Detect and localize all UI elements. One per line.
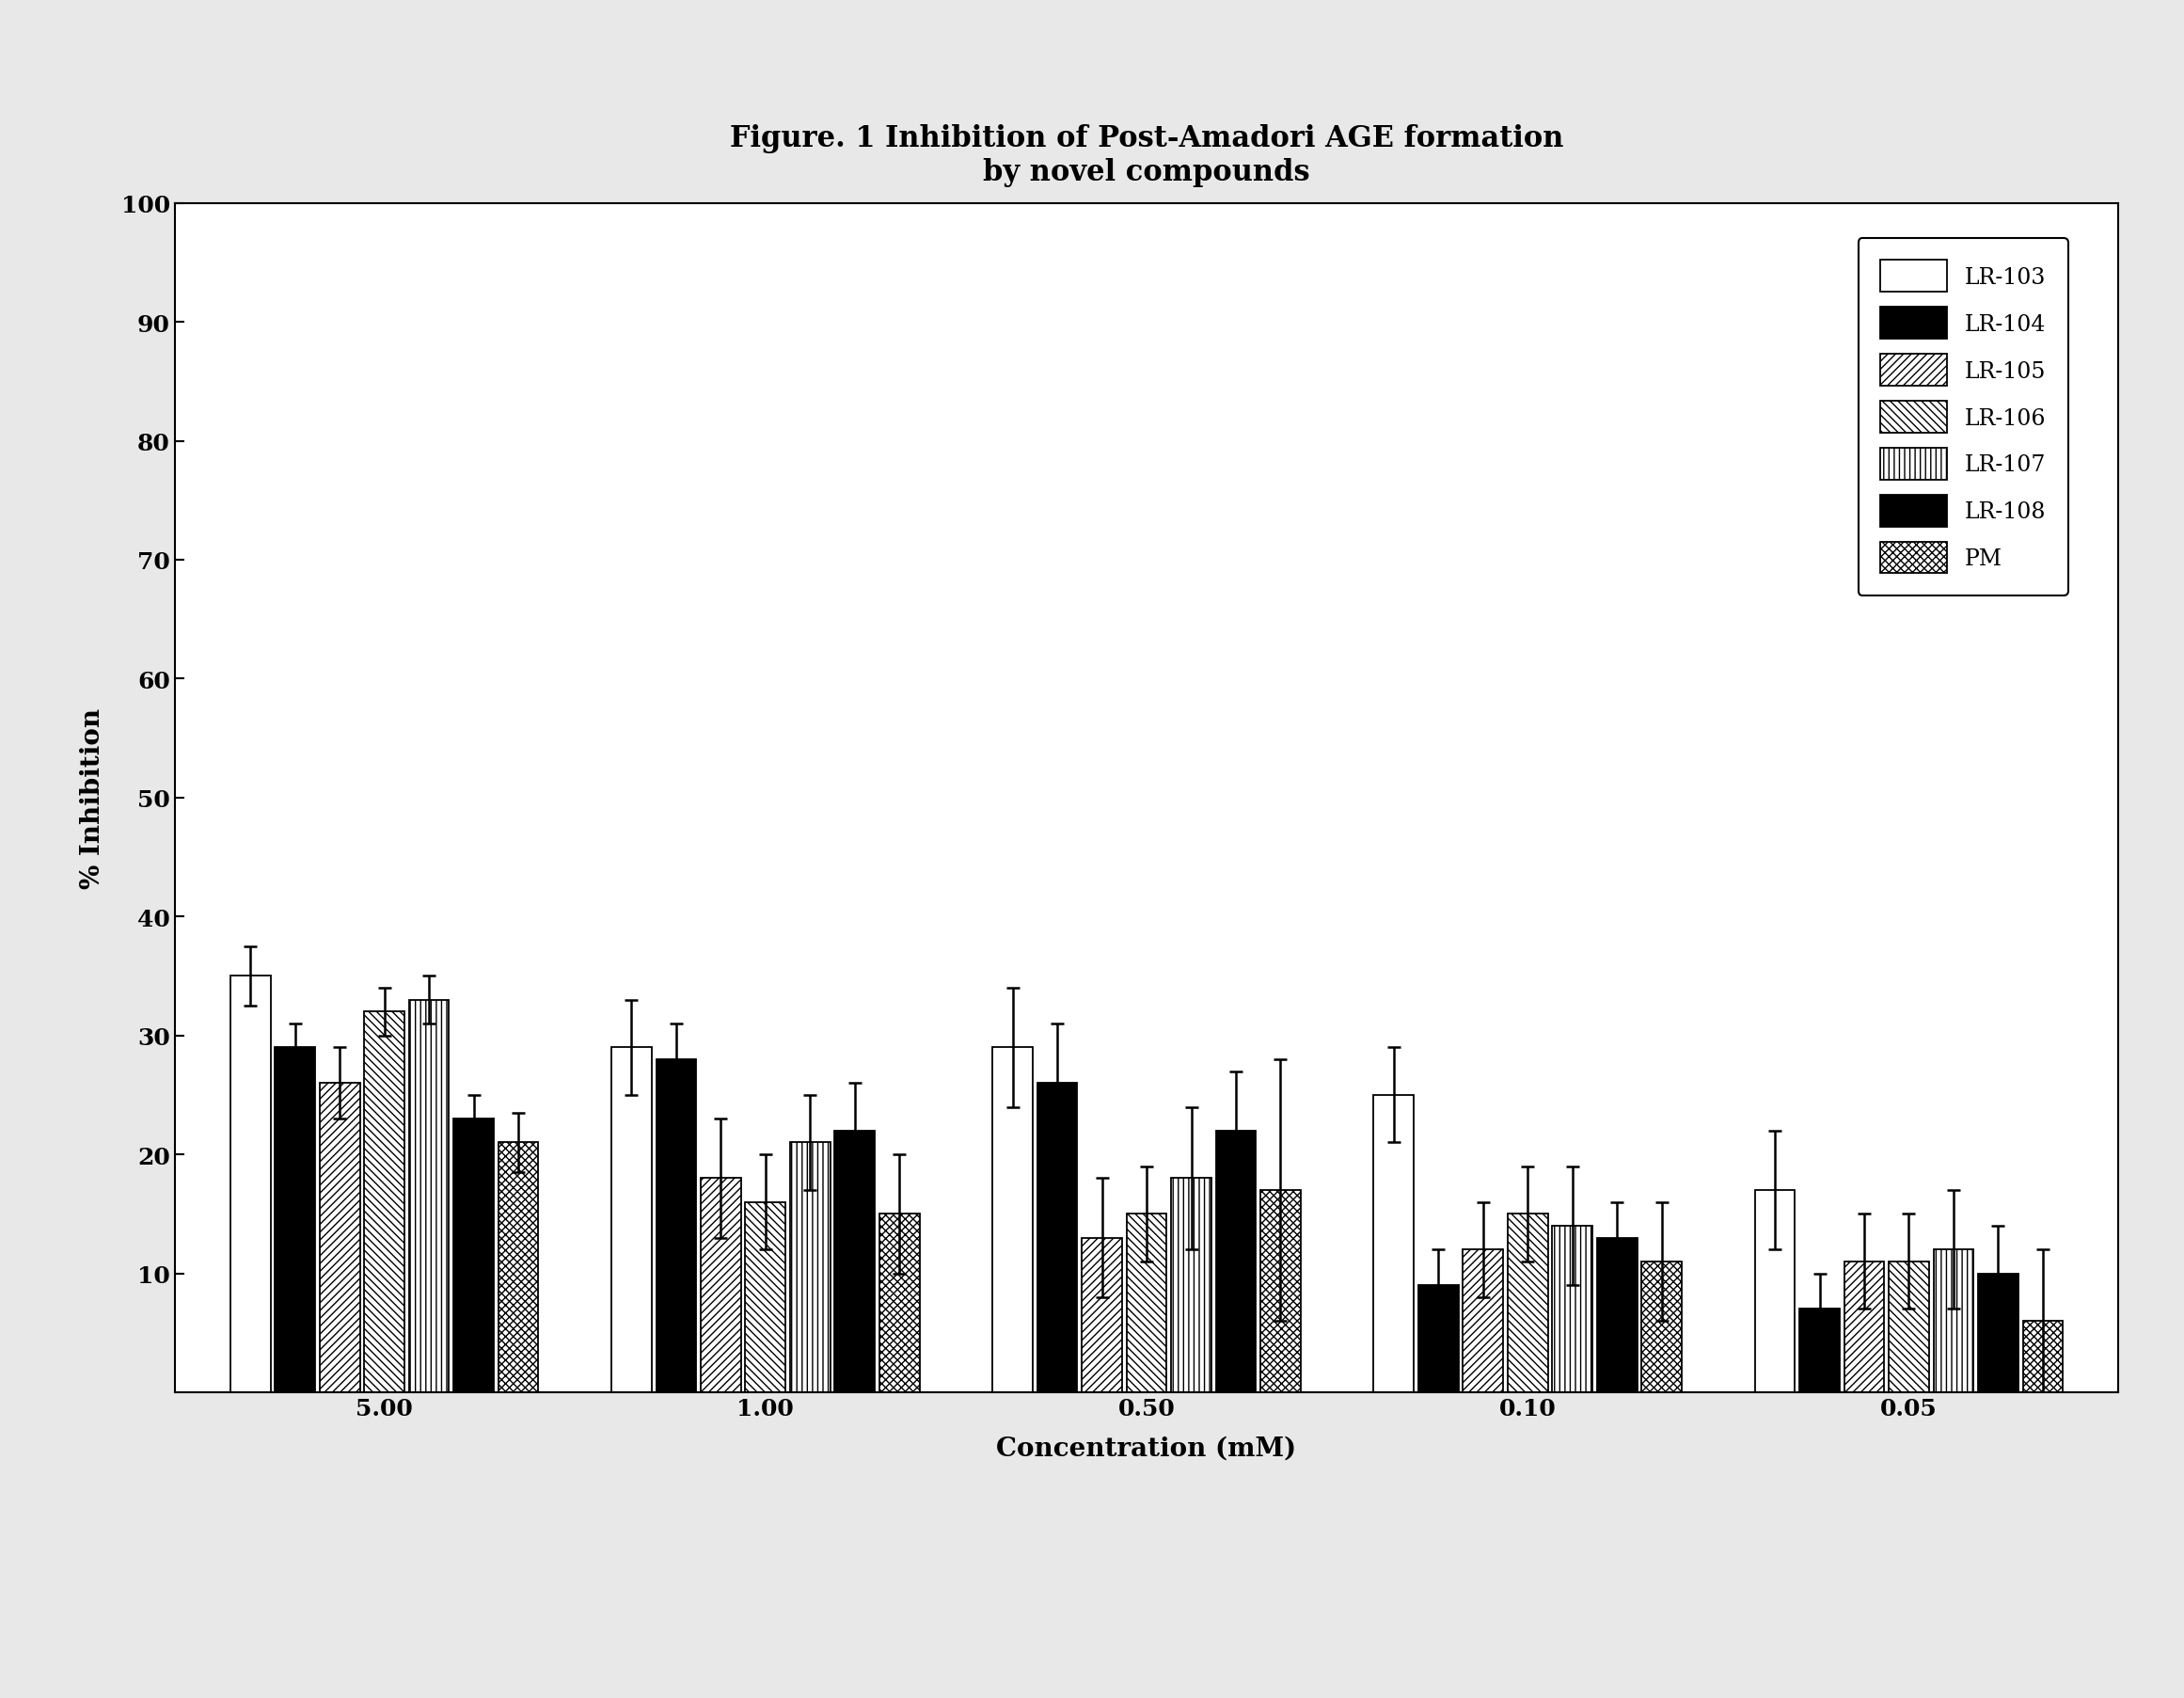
Bar	[319, 1083, 360, 1392]
Bar	[1889, 1262, 1928, 1392]
Bar	[1507, 1214, 1548, 1392]
Bar	[1642, 1262, 1682, 1392]
Bar	[1800, 1309, 1839, 1392]
Bar	[1260, 1190, 1302, 1392]
X-axis label: Concentration (mM): Concentration (mM)	[996, 1435, 1297, 1460]
Bar	[2022, 1321, 2064, 1392]
Title: Figure. 1 Inhibition of Post-Amadori AGE formation
by novel compounds: Figure. 1 Inhibition of Post-Amadori AGE…	[729, 124, 1564, 187]
Bar	[454, 1119, 494, 1392]
Bar	[1553, 1226, 1592, 1392]
Bar	[1597, 1238, 1638, 1392]
Bar	[880, 1214, 919, 1392]
Y-axis label: % Inhibition: % Inhibition	[81, 708, 105, 888]
Bar	[745, 1202, 786, 1392]
Bar	[498, 1143, 539, 1392]
Legend: LR-103, LR-104, LR-105, LR-106, LR-107, LR-108, PM: LR-103, LR-104, LR-105, LR-106, LR-107, …	[1859, 239, 2068, 596]
Bar	[365, 1012, 404, 1392]
Bar	[1754, 1190, 1795, 1392]
Bar	[229, 976, 271, 1392]
Bar	[655, 1060, 697, 1392]
Bar	[992, 1048, 1033, 1392]
Bar	[1979, 1274, 2018, 1392]
Bar	[1216, 1131, 1256, 1392]
Bar	[1037, 1083, 1077, 1392]
Bar	[1127, 1214, 1166, 1392]
Bar	[612, 1048, 651, 1392]
Bar	[1417, 1285, 1459, 1392]
Bar	[1374, 1095, 1413, 1392]
Bar	[1171, 1178, 1212, 1392]
Bar	[275, 1048, 314, 1392]
Bar	[1843, 1262, 1885, 1392]
Bar	[1933, 1250, 1974, 1392]
Bar	[791, 1143, 830, 1392]
Bar	[701, 1178, 740, 1392]
Bar	[834, 1131, 876, 1392]
Bar	[1081, 1238, 1123, 1392]
Bar	[408, 1000, 450, 1392]
Bar	[1463, 1250, 1503, 1392]
